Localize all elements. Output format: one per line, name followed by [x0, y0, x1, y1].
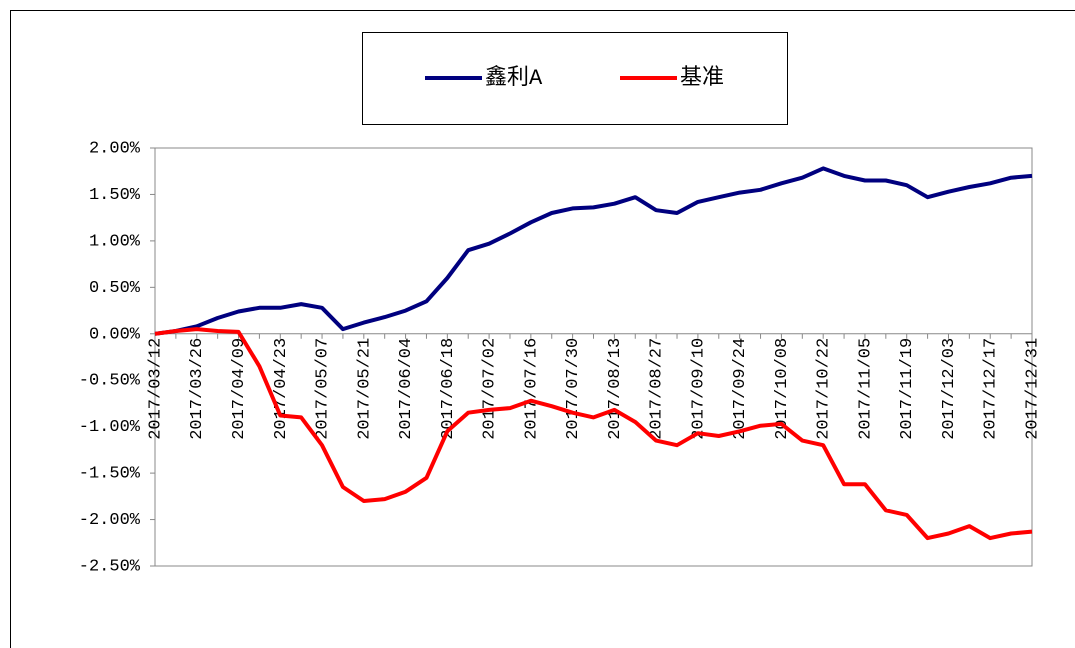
- x-tick-label: 2017/10/08: [773, 338, 792, 440]
- series-line: [154, 166, 1033, 336]
- x-tick-label: 2017/03/26: [188, 338, 207, 440]
- legend-label: 鑫利A: [485, 65, 543, 91]
- y-tick-label: 1.00%: [89, 232, 141, 251]
- y-tick-label: 2.00%: [89, 139, 141, 158]
- chart-frame: [10, 10, 1075, 648]
- x-tick-label: 2017/09/24: [731, 338, 750, 440]
- x-tick-label: 2017/07/02: [481, 338, 500, 440]
- x-tick-label: 2017/06/18: [439, 338, 458, 440]
- x-tick-label: 2017/05/21: [355, 338, 374, 440]
- plot-area: [154, 147, 1033, 567]
- x-tick-label: 2017/05/07: [314, 338, 333, 440]
- y-tick-label: -1.00%: [79, 418, 141, 437]
- x-tick-label: 2017/10/22: [815, 338, 834, 440]
- series-line: [154, 327, 1033, 541]
- x-tick-label: 2017/03/12: [146, 338, 165, 440]
- x-tick-label: 2017/12/03: [940, 338, 959, 440]
- y-tick-label: -1.50%: [79, 465, 141, 484]
- x-tick-label: 2017/08/13: [606, 338, 625, 440]
- x-tick-label: 2017/12/31: [1023, 338, 1042, 440]
- x-tick-label: 2017/08/27: [648, 338, 667, 440]
- x-tick-label: 2017/11/05: [856, 338, 875, 440]
- x-tick-label: 2017/11/19: [898, 338, 917, 440]
- y-tick-label: 1.50%: [89, 186, 141, 205]
- y-tick-label: 0.50%: [89, 279, 141, 298]
- x-tick-label: 2017/07/30: [564, 338, 583, 440]
- x-tick-label: 2017/04/09: [230, 338, 249, 440]
- x-tick-label: 2017/09/10: [689, 338, 708, 440]
- y-tick-label: -2.00%: [79, 511, 141, 530]
- y-tick-label: -0.50%: [79, 372, 141, 391]
- x-tick-label: 2017/07/16: [522, 338, 541, 440]
- x-tick-label: 2017/12/17: [982, 338, 1001, 440]
- y-tick-label: 0.00%: [89, 325, 141, 344]
- x-tick-label: 2017/04/23: [272, 338, 291, 440]
- y-tick-label: -2.50%: [79, 557, 141, 576]
- legend-label: 基准: [680, 65, 724, 91]
- x-tick-label: 2017/06/04: [397, 338, 416, 440]
